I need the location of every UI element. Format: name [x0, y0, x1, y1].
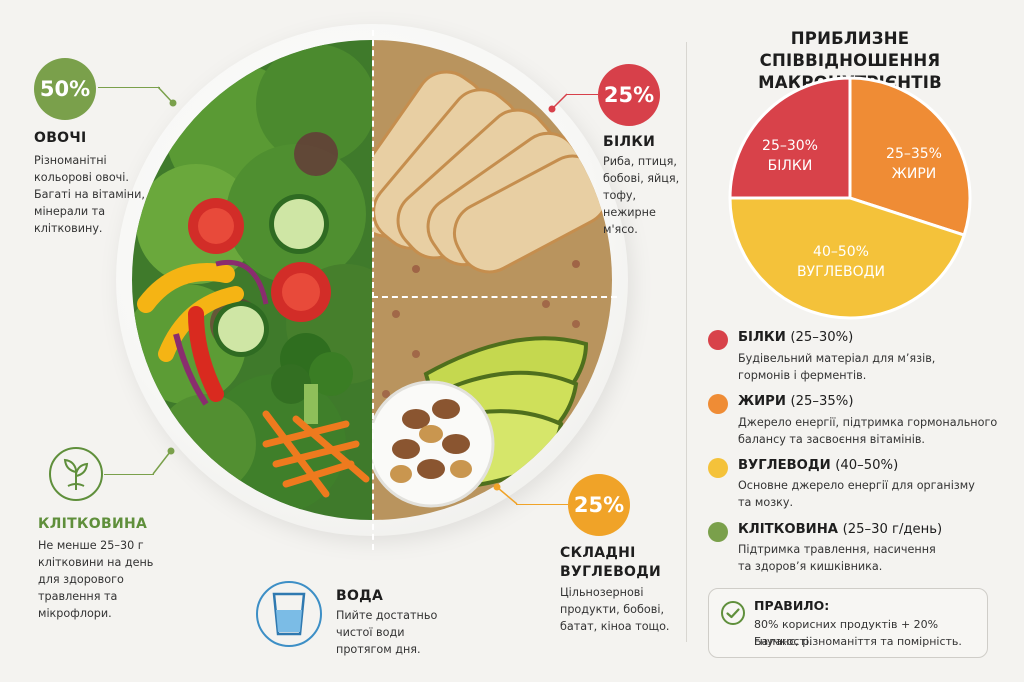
protein-leader-line	[566, 94, 598, 95]
legend-desc-protein: Будівельний матеріал для м’язів, гормонів…	[738, 352, 936, 382]
vegetables-leader-line	[98, 87, 160, 88]
rule-title: ПРАВИЛО:	[754, 598, 830, 613]
carbs-percent-badge: 25%	[568, 474, 630, 536]
plate-divider-vertical	[372, 30, 374, 550]
legend-title-fiber: КЛІТКОВИНА (25–30 г/день)	[738, 522, 943, 537]
legend-title-fats: ЖИРИ (25–35%)	[738, 394, 854, 409]
pie-label-protein-name: БІЛКИ	[767, 158, 813, 174]
pie-label-fats-range: 25–35%	[886, 146, 942, 162]
protein-percent-badge: 25%	[598, 64, 660, 126]
pie-label-protein: 25–30% БІЛКИ	[748, 136, 832, 176]
plate-food-illustration	[132, 40, 612, 520]
legend-title-carbs: ВУГЛЕВОДИ (40–50%)	[738, 458, 899, 473]
leaf-icon	[63, 458, 89, 490]
macro-pie-chart	[728, 76, 972, 320]
protein-leader-tail	[548, 93, 568, 113]
pie-slice-carbs	[728, 196, 967, 320]
carbs-leader-line	[516, 504, 568, 505]
carbs-description: Цільнозернові продукти, бобові, батат, к…	[560, 586, 670, 633]
carbs-leader-tail	[493, 483, 518, 505]
carbs-section	[372, 280, 612, 520]
water-icon-ring	[256, 581, 322, 647]
vegetables-description: Різноманітні кольорові овочі. Багаті на …	[34, 154, 145, 235]
pie-label-protein-range: 25–30%	[762, 138, 818, 154]
pie-slice-protein	[728, 76, 852, 200]
fiber-title: КЛІТКОВИНА	[38, 516, 148, 532]
vegetables-leader-tail	[157, 86, 177, 107]
legend-dot-protein	[708, 330, 728, 350]
pie-label-fats-name: ЖИРИ	[891, 166, 937, 182]
water-title: ВОДА	[336, 588, 384, 604]
fiber-leader-line	[104, 474, 154, 475]
water-description: Пийте достатньо чистої води протягом дня…	[336, 609, 438, 656]
protein-description: Риба, птиця, бобові, яйця, тофу, нежирне…	[603, 155, 680, 236]
pie-label-fats: 25–35% ЖИРИ	[866, 144, 962, 184]
legend-dot-fiber	[708, 522, 728, 542]
panel-separator	[686, 42, 687, 642]
pie-label-carbs: 40–50% ВУГЛЕВОДИ	[786, 242, 896, 282]
pie-label-carbs-name: ВУГЛЕВОДИ	[796, 264, 886, 280]
pie-slice-fats	[848, 76, 972, 237]
protein-title: БІЛКИ	[603, 134, 656, 150]
carbs-title: СКЛАДНІ ВУГЛЕВОДИ	[560, 545, 662, 580]
vegetables-title: ОВОЧІ	[34, 130, 87, 146]
legend-dot-carbs	[708, 458, 728, 478]
legend-desc-fiber: Підтримка травлення, насичення та здоров’…	[738, 543, 936, 573]
vegetables-percent-badge: 50%	[34, 58, 96, 120]
legend-desc-carbs: Основне джерело енергії для організму та …	[738, 479, 975, 509]
fiber-description: Не менше 25–30 г клітковини на день для …	[38, 539, 154, 620]
check-circle-icon	[721, 601, 745, 625]
rule-box	[708, 588, 988, 658]
pie-label-carbs-range: 40–50%	[813, 244, 869, 260]
legend-dot-fats	[708, 394, 728, 414]
protein-section	[372, 40, 612, 280]
water-glass-icon	[272, 592, 306, 636]
plate-divider-horizontal	[372, 296, 617, 298]
fiber-leader-tail	[152, 447, 175, 475]
legend-title-protein: БІЛКИ (25–30%)	[738, 330, 854, 345]
fiber-icon-ring	[49, 447, 103, 501]
legend-desc-fats: Джерело енергії, підтримка гормонального…	[738, 416, 998, 446]
rule-line-2: Баланс, різноманіття та помірність.	[754, 635, 962, 648]
rule-line-1: 80% корисних продуктів + 20% гнучкості.	[754, 618, 939, 648]
